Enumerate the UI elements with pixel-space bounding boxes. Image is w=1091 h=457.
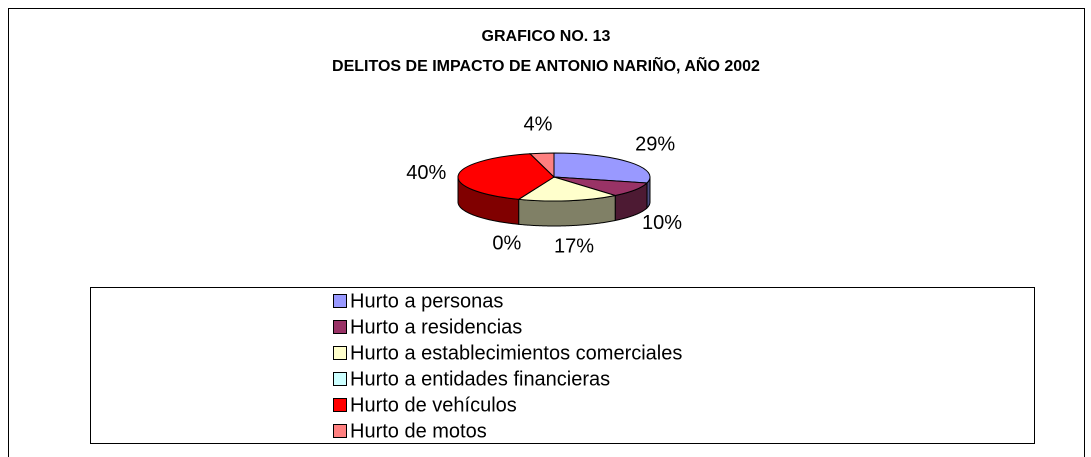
legend-swatch [333, 372, 347, 386]
legend-swatch [333, 320, 347, 334]
slice [457, 153, 555, 200]
data-label: 4% [524, 114, 553, 136]
chart-title: GRAFICO NO. 13 [482, 28, 611, 45]
legend-label: Hurto a personas [350, 290, 503, 312]
data-label: 10% [642, 212, 682, 234]
legend-swatch [333, 424, 347, 438]
data-label: 17% [554, 236, 594, 258]
data-label: 0% [492, 233, 521, 255]
legend-swatch [333, 398, 347, 412]
legend-swatch [333, 294, 347, 308]
legend-label: Hurto de vehículos [350, 394, 517, 416]
legend-box [90, 287, 1035, 444]
data-label: 29% [635, 133, 675, 155]
data-label: 40% [406, 162, 446, 184]
slice [528, 152, 555, 179]
chart-subtitle: DELITOS DE IMPACTO DE ANTONIO NARIÑO, AÑ… [332, 55, 760, 75]
legend-label: Hurto de motos [350, 420, 487, 442]
slice [553, 152, 651, 184]
legend-label: Hurto a entidades financieras [350, 368, 610, 390]
legend-label: Hurto a residencias [350, 316, 522, 338]
legend-label: Hurto a establecimientos comerciales [350, 342, 682, 364]
legend-swatch [333, 346, 347, 360]
slice [517, 176, 616, 202]
